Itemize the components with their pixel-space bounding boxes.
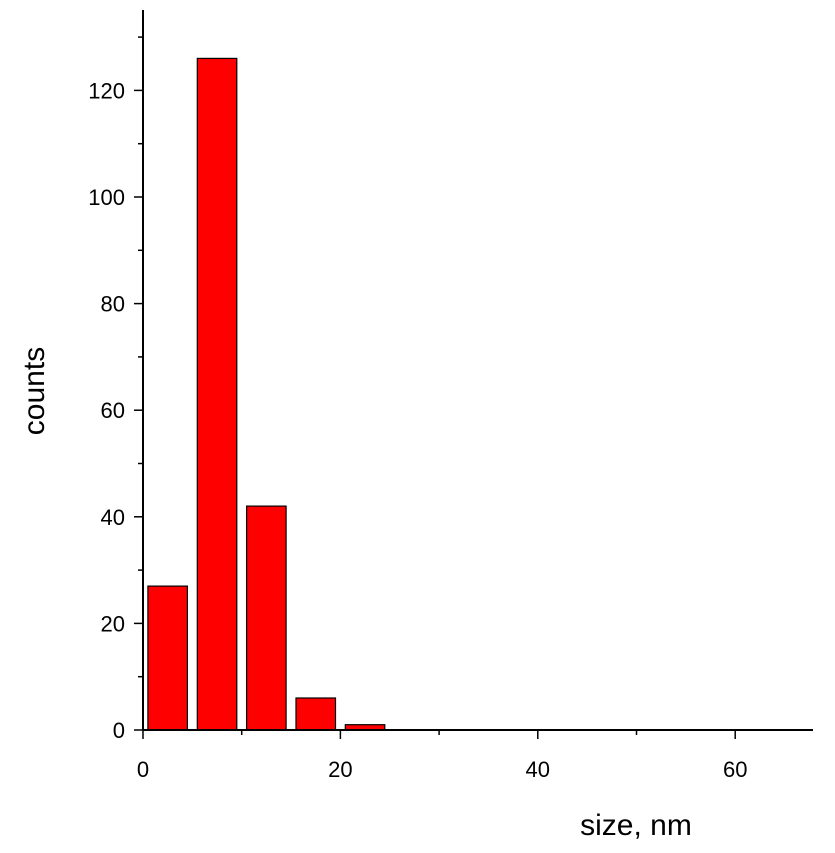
histogram-bar bbox=[197, 58, 237, 730]
x-tick-label: 60 bbox=[723, 757, 747, 782]
x-tick-label: 20 bbox=[328, 757, 352, 782]
x-ticks-group: 0 20 40 60 bbox=[137, 730, 748, 782]
y-ticks-group: 0 20 40 60 80 100 120 bbox=[88, 37, 143, 743]
y-tick-label: 0 bbox=[113, 718, 125, 743]
y-tick-label: 20 bbox=[101, 611, 125, 636]
y-tick-label: 80 bbox=[101, 292, 125, 317]
x-axis-title: size, nm bbox=[580, 809, 692, 842]
y-tick-label: 120 bbox=[88, 78, 125, 103]
y-axis-title: counts bbox=[18, 347, 51, 435]
y-tick-label: 60 bbox=[101, 398, 125, 423]
x-tick-label: 40 bbox=[526, 757, 550, 782]
histogram-bar bbox=[247, 506, 287, 730]
histogram-bar bbox=[148, 586, 188, 730]
y-tick-label: 40 bbox=[101, 505, 125, 530]
histogram-bar bbox=[296, 698, 336, 730]
x-tick-label: 0 bbox=[137, 757, 149, 782]
bars-group bbox=[148, 58, 385, 730]
y-tick-label: 100 bbox=[88, 185, 125, 210]
